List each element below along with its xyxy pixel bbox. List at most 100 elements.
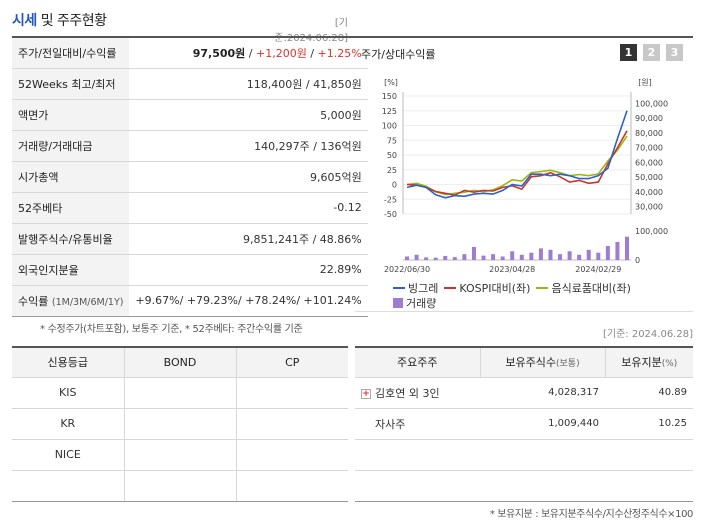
right-tick-label: 60,000 — [635, 158, 663, 167]
holders-footnote: * 보유지분 : 보유지분주식수/지수산정주식수×100 — [489, 509, 694, 520]
price-chart: [%] [원] 150 125 100 75 50 25 0 -25 -50 100,000 90,00… — [382, 78, 668, 274]
volume-bar — [586, 249, 591, 260]
holder-pct — [605, 439, 693, 471]
holder-name-text: 김호연 외 3인 — [375, 386, 440, 400]
table-row: KIS — [12, 377, 348, 409]
legend-square-icon — [393, 298, 403, 308]
right-tick-label: 100,000 — [635, 99, 668, 108]
right-tick-label: 50,000 — [635, 173, 663, 182]
volume-bar — [462, 254, 467, 260]
volume-bar — [481, 255, 486, 260]
left-tick-label: 50 — [387, 151, 397, 160]
table-row: 52주베타 -0.12 — [12, 192, 368, 224]
volume-bar — [510, 251, 515, 260]
page-title: 시세 및 주주현황 — [12, 10, 107, 30]
volume-bar — [596, 252, 601, 260]
holder-name: 자사주 — [355, 408, 480, 440]
price-change: +1,200원 — [256, 46, 307, 60]
row-label: 52Weeks 최고/최저 — [12, 68, 130, 100]
series-line-kospi — [406, 130, 628, 196]
holder-pct: 10.25 — [605, 408, 693, 440]
agency: NICE — [12, 439, 124, 471]
left-tick-label: 150 — [382, 92, 397, 101]
col-header: CP — [235, 347, 348, 378]
left-tick-label: 0 — [392, 181, 397, 190]
table-row: KR — [12, 408, 348, 440]
credit-rating-table: 신용등급 BOND CP KIS KR NICE — [12, 346, 348, 502]
volume-bar — [615, 241, 620, 260]
left-tick-label: 125 — [382, 107, 397, 116]
table-row — [355, 470, 693, 502]
cp — [235, 408, 348, 440]
table-row — [12, 470, 348, 502]
volume-bar — [452, 257, 457, 260]
table-header: 주요주주 보유주식수(보통) 보유지분(%) — [355, 347, 693, 378]
expand-plus-icon[interactable]: + — [361, 388, 371, 399]
x-tick-label: 2022/06/30 — [384, 265, 430, 274]
chart-panel: 주가/상대수익률 1 2 3 [%] [원] 150 125 100 75 50 25 0 -25… — [355, 36, 693, 312]
volume-bar — [519, 254, 524, 260]
chart-tab-3[interactable]: 3 — [666, 44, 683, 61]
chart-tab-2[interactable]: 2 — [643, 44, 660, 61]
returns-row: 수익률 (1M/3M/6M/1Y) +9.67%/ +79.23%/ +78.2… — [12, 285, 368, 317]
row-label: 발행주식수/유통비율 — [12, 223, 130, 255]
chart-tab-1[interactable]: 1 — [620, 44, 637, 61]
table-row: 액면가 5,000원 — [12, 99, 368, 131]
volume-bar — [471, 246, 476, 260]
chart-legend: 빙그레 KOSPI대비(좌) 음식료품대비(좌) 거래량 — [393, 278, 637, 312]
row-label: 거래량/거래대금 — [12, 130, 130, 162]
row-label: 52주베타 — [12, 192, 130, 224]
col-header-text: 보유주식수 — [505, 356, 556, 370]
legend-item-food: 음식료품대비(좌) — [536, 281, 631, 296]
agency — [12, 470, 124, 502]
holder-name — [355, 439, 480, 471]
returns-values: +9.67%/ +79.23%/ +78.24%/ +101.24% — [129, 285, 368, 317]
right-tick-label: 70,000 — [635, 144, 663, 153]
sep: / — [306, 46, 318, 60]
bond — [123, 377, 236, 409]
table-row: + 김호연 외 3인 4,028,317 40.89 — [355, 377, 693, 409]
volume-tick-label: 0 — [635, 256, 640, 265]
row-value: 5,000원 — [129, 99, 368, 131]
left-tick-label: 100 — [382, 122, 397, 131]
table-row: 외국인지분율 22.89% — [12, 254, 368, 286]
price-label: 주가/전일대비/수익률 — [12, 37, 130, 69]
left-tick-label: 25 — [387, 166, 397, 175]
row-label: 외국인지분율 — [12, 254, 130, 286]
col-header: 주요주주 — [355, 347, 480, 378]
row-value: 9,605억원 — [129, 161, 368, 193]
col-header-unit: (%) — [661, 359, 678, 370]
legend-label: KOSPI대비(좌) — [459, 281, 531, 295]
volume-bar — [625, 236, 629, 260]
col-header: 신용등급 — [12, 347, 124, 378]
right-tick-label: 30,000 — [635, 203, 663, 212]
volume-bar — [433, 257, 438, 260]
volume-bar — [605, 246, 610, 260]
right-tick-label: 40,000 — [635, 188, 663, 197]
volume-bar — [443, 255, 448, 260]
holder-shares: 1,009,440 — [480, 408, 605, 440]
table-row: 발행주식수/유통비율 9,851,241주 / 48.86% — [12, 223, 368, 255]
cp — [235, 470, 348, 502]
table-header: 신용등급 BOND CP — [12, 347, 348, 378]
col-header-text: 보유지분 — [621, 356, 662, 370]
row-value: -0.12 — [129, 192, 368, 224]
holder-shares: 4,028,317 — [480, 377, 605, 409]
legend-label: 음식료품대비(좌) — [551, 281, 631, 295]
table-row: 52Weeks 최고/최저 118,400원 / 41,850원 — [12, 68, 368, 100]
price-table: 주가/전일대비/수익률 97,500원 / +1,200원 / +1.25% 5… — [12, 36, 368, 317]
bond — [123, 408, 236, 440]
row-value: 22.89% — [129, 254, 368, 286]
holder-shares — [480, 470, 605, 502]
volume-bar — [567, 251, 572, 260]
as-of-date-mid: [기준: 2024.06.28] — [602, 329, 693, 340]
volume-bar — [414, 254, 419, 260]
agency: KIS — [12, 377, 124, 409]
bond — [123, 439, 236, 471]
cp — [235, 439, 348, 471]
legend-line-icon — [444, 287, 457, 289]
price-rate: +1.25% — [317, 46, 362, 60]
legend-label: 빙그레 — [408, 281, 439, 295]
row-label: 액면가 — [12, 99, 130, 131]
series-line-food — [406, 135, 628, 196]
